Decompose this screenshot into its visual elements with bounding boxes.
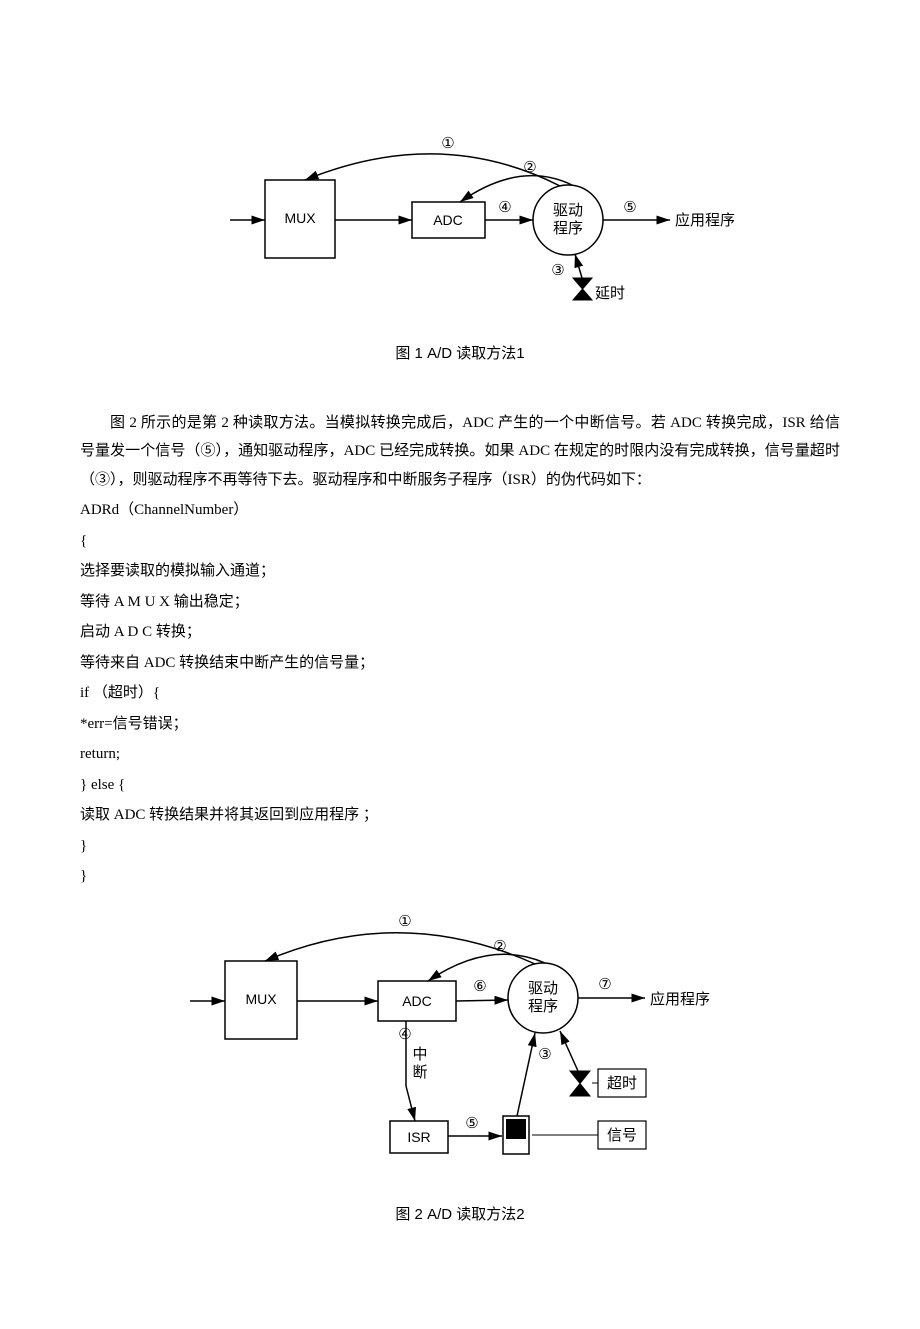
figure-1-caption: 图 1 A/D 读取方法1	[80, 340, 840, 369]
body-para-1: 图 2 所示的是第 2 种读取方法。当模拟转换完成后，ADC 产生的一个中断信号…	[80, 409, 840, 495]
code-line: 选择要读取的模拟输入通道；	[80, 557, 840, 586]
code-line: return;	[80, 740, 840, 769]
isr-label: ISR	[407, 1129, 430, 1145]
signal-label: 信号	[607, 1127, 637, 1144]
mux-label: MUX	[284, 210, 316, 226]
code-line: *err=信号错误；	[80, 710, 840, 739]
adc-label: ADC	[433, 212, 463, 228]
edge-5: ⑤	[623, 200, 636, 216]
driver-label-2: 程序	[553, 220, 583, 237]
app-label: 应用程序	[675, 211, 735, 229]
figure-2-caption: 图 2 A/D 读取方法2	[80, 1201, 840, 1230]
code-line: 等待 A M U X 输出稳定；	[80, 588, 840, 617]
int-label-1: 中	[412, 1046, 427, 1063]
edge-5b: ⑤	[465, 1116, 478, 1132]
figure-2: MUX ADC 驱动 程序 应用程序 中 断 ISR 超时 信号 ⑥	[80, 911, 840, 1230]
code-line: } else {	[80, 771, 840, 800]
code-line: {	[80, 527, 840, 556]
edge-3: ③	[551, 263, 564, 279]
edge-4b: ④	[398, 1027, 411, 1043]
code-line: }	[80, 862, 840, 891]
int-label-2: 断	[412, 1064, 427, 1081]
figure-1: MUX ADC 驱动 程序 应用程序 延时 ④ ⑤ ① ② ③ 图 1	[80, 120, 840, 369]
code-line: 启动 A D C 转换；	[80, 618, 840, 647]
delay-label: 延时	[595, 285, 625, 302]
code-line: 读取 ADC 转换结果并将其返回到应用程序 ；	[80, 801, 840, 830]
adc-label-2: ADC	[402, 993, 432, 1009]
driver-label-4: 程序	[528, 998, 558, 1015]
edge-6: ⑥	[473, 979, 486, 995]
driver-label-1: 驱动	[553, 202, 583, 219]
code-line: ADRd（ChannelNumber）	[80, 496, 840, 525]
code-line: if （超时）{	[80, 679, 840, 708]
edge-2b: ②	[493, 939, 506, 955]
edge-4: ④	[498, 200, 511, 216]
driver-label-3: 驱动	[528, 980, 558, 997]
edge-3b: ③	[538, 1047, 551, 1063]
code-line: 等待来自 ADC 转换结束中断产生的信号量；	[80, 649, 840, 678]
edge-1b: ①	[398, 914, 411, 930]
timeout-label: 超时	[607, 1075, 637, 1092]
figure-1-svg: MUX ADC 驱动 程序 应用程序 延时 ④ ⑤ ① ② ③	[180, 120, 740, 330]
mux-label-2: MUX	[245, 991, 277, 1007]
edge-7: ⑦	[598, 977, 611, 993]
code-line: }	[80, 832, 840, 861]
app-label-2: 应用程序	[650, 990, 710, 1008]
edge-2: ②	[523, 160, 536, 176]
edge-1: ①	[441, 136, 454, 152]
figure-2-svg: MUX ADC 驱动 程序 应用程序 中 断 ISR 超时 信号 ⑥	[170, 911, 750, 1191]
